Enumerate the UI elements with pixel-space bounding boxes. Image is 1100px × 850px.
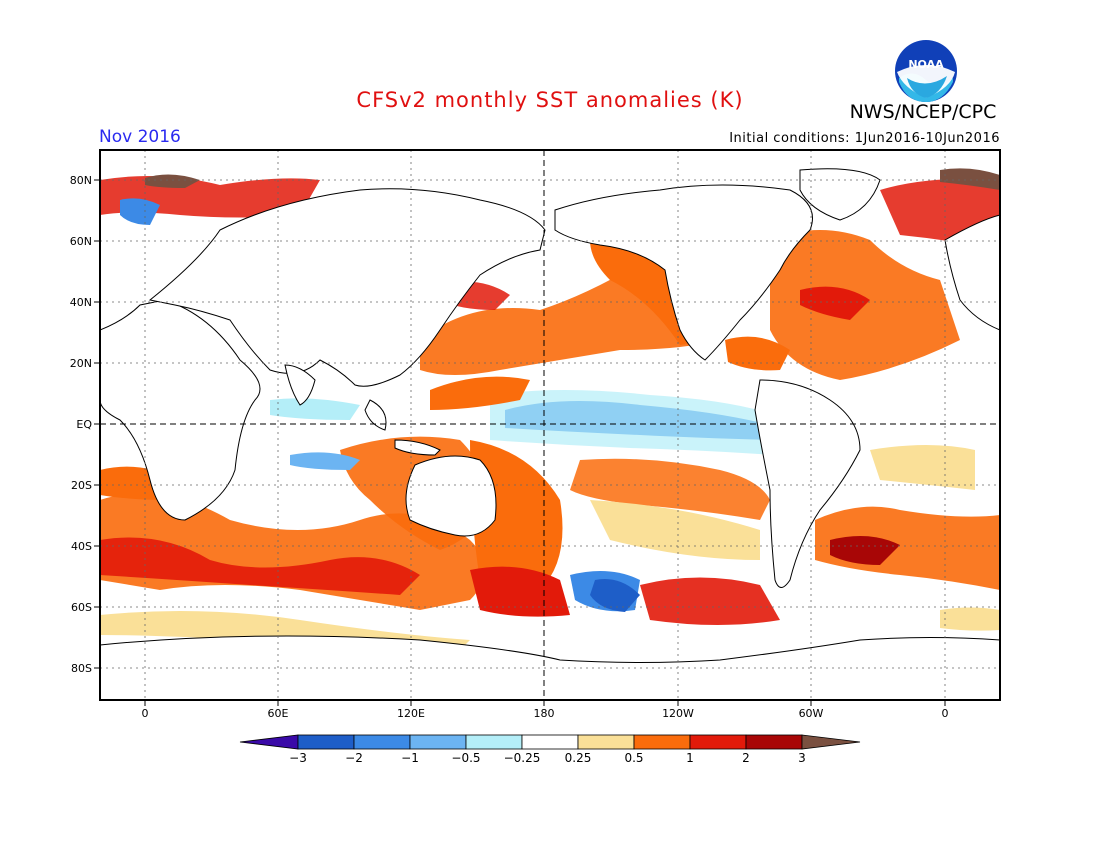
agency-label: NWS/NCEP/CPC (849, 101, 997, 123)
legend-swatch (745, 734, 803, 750)
legend-arrow-low (239, 734, 299, 750)
lat-label: 60N (70, 235, 92, 248)
legend-swatch (521, 734, 579, 750)
noaa-logo: NOAA (895, 40, 957, 102)
lon-label: 180 (534, 707, 555, 720)
lat-label: EQ (76, 418, 92, 431)
lon-label: 120E (397, 707, 425, 720)
legend-tick-label: 0.25 (565, 751, 592, 765)
lat-label: 80S (71, 662, 92, 675)
legend-swatch (409, 734, 467, 750)
legend-swatch (465, 734, 523, 750)
legend-tick-label: −3 (289, 751, 307, 765)
legend-swatch (577, 734, 635, 750)
legend-arrow-high (801, 734, 861, 750)
legend-tick-label: 2 (742, 751, 750, 765)
legend-tick-label: 3 (798, 751, 806, 765)
legend-tick-label: −0.25 (504, 751, 541, 765)
map-frame (99, 149, 1001, 701)
grid-lines (100, 150, 1000, 700)
legend-swatch (353, 734, 411, 750)
color-legend: −3 −2 −1 −0.5 −0.25 0.25 0.5 1 2 3 (239, 734, 861, 765)
lon-label: 120W (662, 707, 694, 720)
lat-label: 40N (70, 296, 92, 309)
legend-swatch (633, 734, 691, 750)
lat-label: 20N (70, 357, 92, 370)
legend-tick-label: 1 (686, 751, 694, 765)
noaa-logo-text: NOAA (908, 58, 944, 71)
legend-tick-label: −1 (401, 751, 419, 765)
lat-label: 80N (70, 174, 92, 187)
lon-label: 0 (142, 707, 149, 720)
legend-swatch (297, 734, 355, 750)
legend-tick-label: −0.5 (451, 751, 480, 765)
forecast-month: Nov 2016 (99, 127, 181, 147)
lat-label: 60S (71, 601, 92, 614)
map-title: CFSv2 monthly SST anomalies (K) (356, 88, 744, 112)
initial-conditions: Initial conditions: 1Jun2016-10Jun2016 (729, 131, 1000, 146)
legend-tick-label: 0.5 (624, 751, 643, 765)
legend-swatch (689, 734, 747, 750)
legend-tick-label: −2 (345, 751, 363, 765)
lon-label: 60E (268, 707, 289, 720)
lon-label: 0 (942, 707, 949, 720)
lat-label: 20S (71, 479, 92, 492)
lat-label: 40S (71, 540, 92, 553)
lon-label: 60W (799, 707, 824, 720)
